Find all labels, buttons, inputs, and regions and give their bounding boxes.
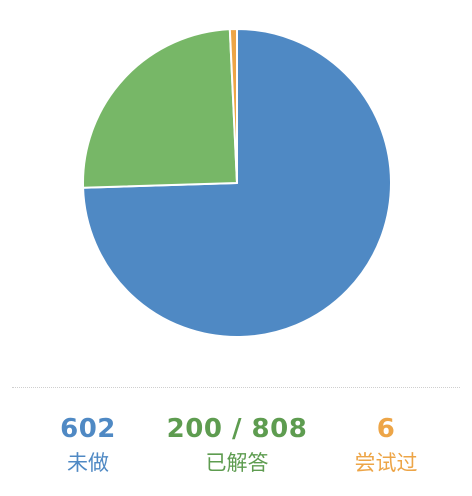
stat-todo[interactable]: 602 未做: [60, 412, 116, 478]
pie-slice-solved[interactable]: [82, 28, 238, 189]
stat-todo-value: 602: [60, 414, 116, 444]
stats-row: 602 未做 200 / 808 已解答 6 尝试过: [0, 412, 472, 492]
stat-attempted-value: 6: [376, 414, 396, 444]
divider: [12, 387, 460, 388]
stat-solved-label: 已解答: [205, 451, 269, 475]
pie-chart: [82, 28, 392, 338]
pie-slice-attempted[interactable]: [228, 28, 238, 184]
stat-attempted[interactable]: 6 尝试过: [355, 412, 418, 478]
stat-solved[interactable]: 200 / 808 已解答: [167, 412, 308, 478]
stat-todo-label: 未做: [67, 451, 109, 475]
stat-attempted-label: 尝试过: [354, 451, 418, 475]
stat-solved-value: 200 / 808: [166, 414, 308, 444]
pie-slice-todo[interactable]: [82, 28, 392, 338]
